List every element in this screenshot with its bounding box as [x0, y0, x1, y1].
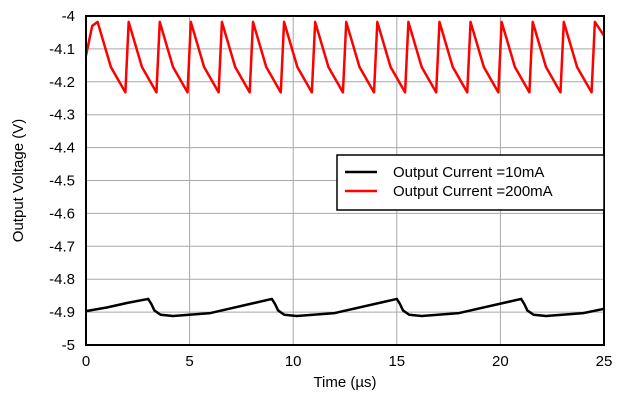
series-line-10ma: [85, 297, 605, 318]
y-axis-label: Output Voltage (V): [10, 119, 27, 242]
y-tick-label: -4.7: [49, 238, 75, 255]
x-tick-label: 20: [492, 353, 509, 370]
series-line-200ma: [84, 20, 606, 94]
y-tick-label: -4.9: [49, 304, 75, 321]
y-tick-label: -4.4: [49, 140, 75, 157]
x-tick-label: 5: [185, 353, 193, 370]
y-tick-label: -5: [62, 337, 75, 354]
legend-label-10ma: Output Current =10mA: [393, 164, 544, 181]
y-tick-label: -4: [62, 8, 75, 25]
legend-box: [336, 154, 605, 211]
y-tick-label: -4.8: [49, 271, 75, 288]
x-tick-label: 10: [285, 353, 302, 370]
grid-lines: [85, 15, 605, 346]
x-axis-label: Time (µs): [313, 374, 376, 391]
y-tick-label: -4.2: [49, 74, 75, 91]
y-tick-label: -4.3: [49, 107, 75, 124]
x-tick-label: 25: [596, 353, 613, 370]
y-tick-label: -4.6: [49, 205, 75, 222]
legend: Output Current =10mA Output Current =200…: [336, 154, 605, 211]
x-tick-label: 15: [388, 353, 405, 370]
series-lines: [84, 20, 606, 318]
tick-labels: 0 5 10 15 20 25 -4 -4.1 -4.2 -4.3 -4.4 -4.5 -4.6 -4.7…: [49, 8, 612, 370]
y-tick-label: -4.5: [49, 173, 75, 190]
x-tick-label: 0: [82, 353, 90, 370]
y-tick-label: -4.1: [49, 41, 75, 58]
legend-label-200ma: Output Current =200mA: [393, 183, 553, 200]
